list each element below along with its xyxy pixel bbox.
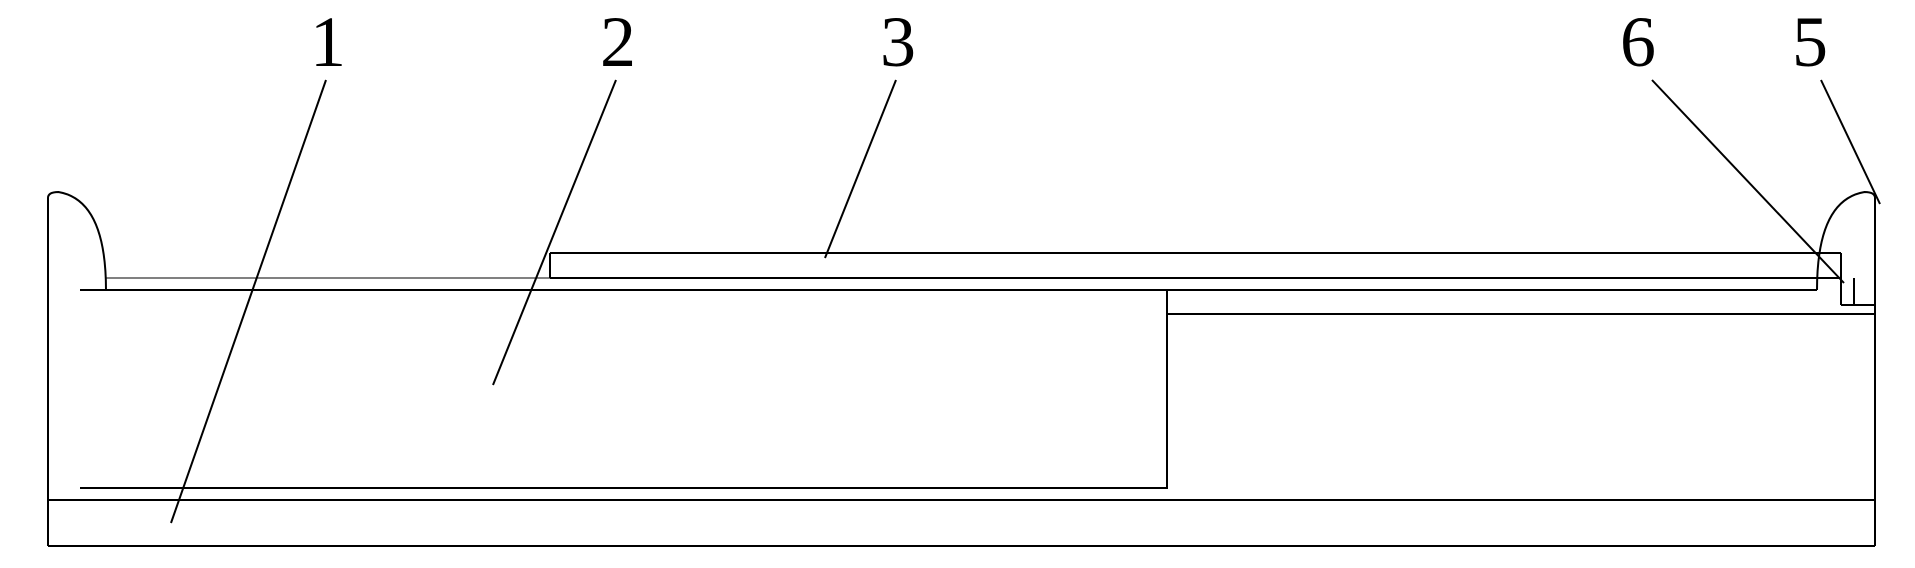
leader-1: [171, 80, 326, 523]
outer-right-cusp: [1817, 192, 1875, 290]
label-6: 6: [1620, 2, 1656, 82]
outer-left-cusp: [48, 192, 106, 290]
label-1: 1: [310, 2, 346, 82]
label-5: 5: [1792, 2, 1828, 82]
leader-2: [493, 80, 616, 385]
label-3: 3: [880, 2, 916, 82]
leader-3: [825, 80, 896, 258]
label-2: 2: [600, 2, 636, 82]
leader-5: [1821, 80, 1880, 204]
